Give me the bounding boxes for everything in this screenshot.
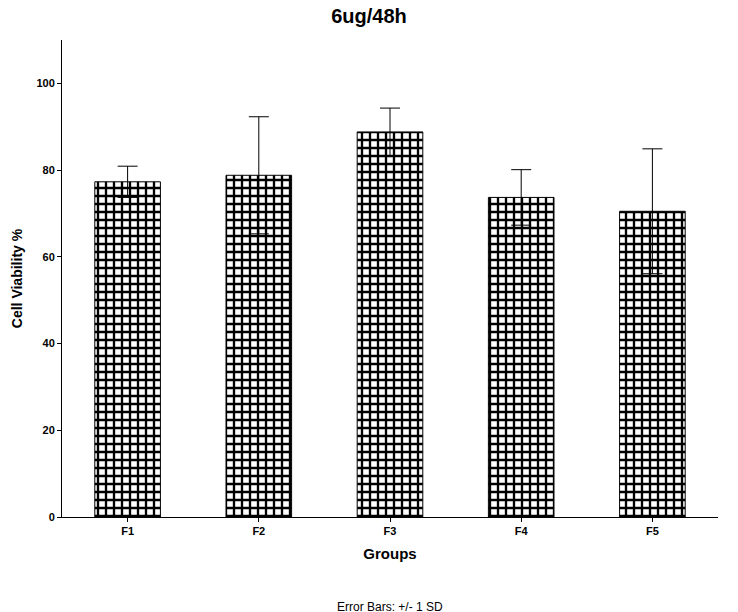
svg-text:F2: F2 [252, 525, 265, 537]
svg-text:Cell Viability %: Cell Viability % [9, 228, 25, 328]
svg-text:Groups: Groups [363, 545, 416, 562]
svg-text:6ug/48h: 6ug/48h [331, 5, 407, 27]
svg-text:20: 20 [43, 424, 55, 436]
svg-text:60: 60 [43, 251, 55, 263]
svg-text:80: 80 [43, 164, 55, 176]
svg-text:40: 40 [43, 337, 55, 349]
svg-text:Error Bars: +/- 1 SD: Error Bars: +/- 1 SD [337, 600, 443, 612]
svg-text:100: 100 [36, 77, 54, 89]
svg-text:0: 0 [49, 511, 55, 523]
svg-text:F5: F5 [646, 525, 659, 537]
svg-text:F1: F1 [121, 525, 134, 537]
svg-text:F3: F3 [384, 525, 397, 537]
svg-text:F4: F4 [515, 525, 529, 537]
